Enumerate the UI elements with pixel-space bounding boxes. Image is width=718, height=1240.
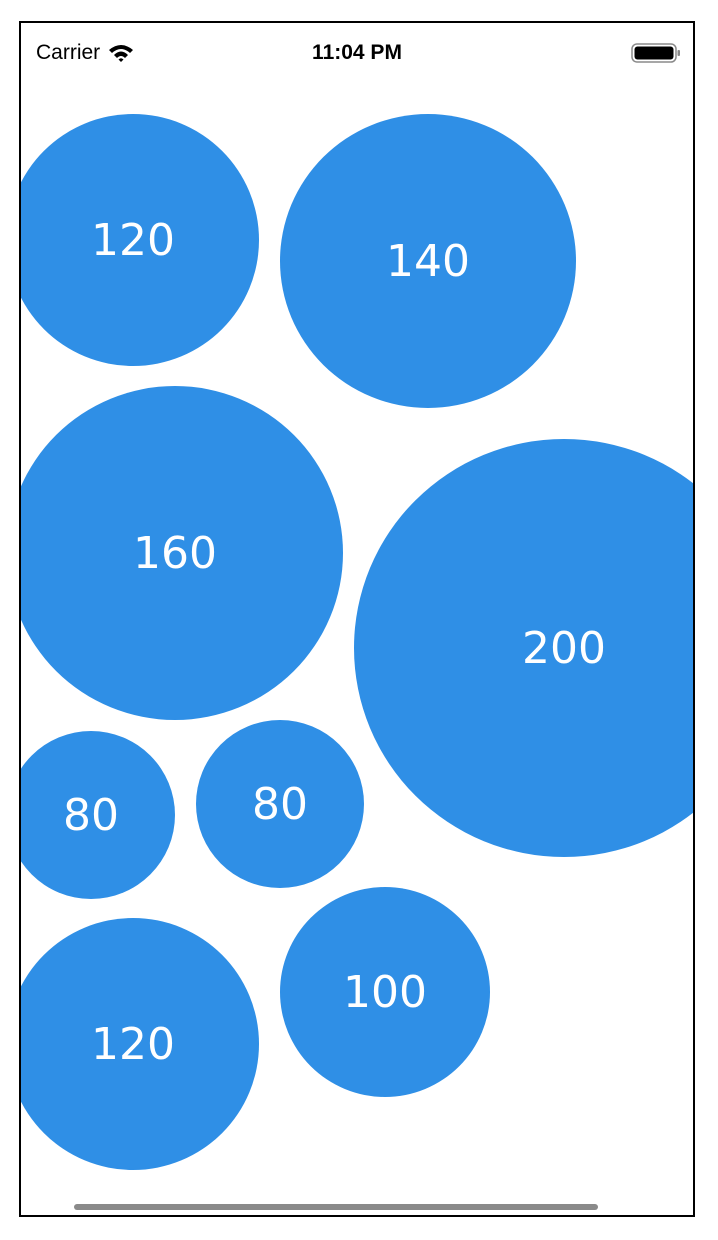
bubble-label: 80 [63,789,119,841]
home-indicator[interactable] [74,1204,598,1210]
bubble-label: 80 [252,778,308,830]
bubble-160[interactable]: 160 [21,386,343,720]
wifi-icon [109,45,134,62]
status-bar: Carrier 11:04 PM [21,23,693,85]
bubble-label: 200 [522,622,606,674]
battery-icon [631,43,680,63]
bubble-area: 120 140 160 200 80 80 120 100 [21,23,693,1215]
carrier-label: Carrier [36,41,101,64]
bubble-80-left[interactable]: 80 [21,731,175,899]
bubble-120-top[interactable]: 120 [21,114,259,366]
bubble-80-center[interactable]: 80 [196,720,364,888]
bubble-label: 140 [386,235,470,287]
carrier-group: Carrier [36,41,134,65]
status-time: 11:04 PM [312,41,402,64]
bubble-label: 120 [91,1018,175,1070]
bubble-120-bottom[interactable]: 120 [21,918,259,1170]
bubble-140[interactable]: 140 [280,114,576,408]
bubble-label: 160 [133,527,217,579]
bubble-200[interactable]: 200 [354,439,693,857]
phone-screen: Carrier 11:04 PM 120 140 160 200 80 [19,21,695,1217]
bubble-label: 120 [91,214,175,266]
bubble-label: 100 [343,966,427,1018]
bubble-100[interactable]: 100 [280,887,490,1097]
